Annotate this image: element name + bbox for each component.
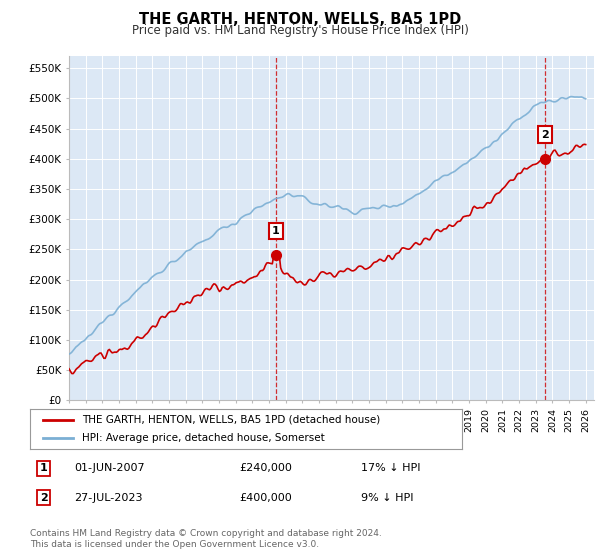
Text: £240,000: £240,000 bbox=[240, 463, 293, 473]
Text: £400,000: £400,000 bbox=[240, 493, 293, 503]
Text: HPI: Average price, detached house, Somerset: HPI: Average price, detached house, Some… bbox=[82, 433, 325, 443]
Text: 01-JUN-2007: 01-JUN-2007 bbox=[74, 463, 145, 473]
Text: THE GARTH, HENTON, WELLS, BA5 1PD (detached house): THE GARTH, HENTON, WELLS, BA5 1PD (detac… bbox=[82, 415, 380, 424]
Text: 2: 2 bbox=[541, 129, 549, 139]
Text: THE GARTH, HENTON, WELLS, BA5 1PD: THE GARTH, HENTON, WELLS, BA5 1PD bbox=[139, 12, 461, 27]
Text: 2: 2 bbox=[40, 493, 47, 503]
Text: 17% ↓ HPI: 17% ↓ HPI bbox=[361, 463, 421, 473]
Text: Contains HM Land Registry data © Crown copyright and database right 2024.
This d: Contains HM Land Registry data © Crown c… bbox=[30, 529, 382, 549]
Text: 1: 1 bbox=[40, 463, 47, 473]
Text: 9% ↓ HPI: 9% ↓ HPI bbox=[361, 493, 414, 503]
Text: Price paid vs. HM Land Registry's House Price Index (HPI): Price paid vs. HM Land Registry's House … bbox=[131, 24, 469, 37]
Text: 1: 1 bbox=[272, 226, 280, 236]
Text: 27-JUL-2023: 27-JUL-2023 bbox=[74, 493, 143, 503]
